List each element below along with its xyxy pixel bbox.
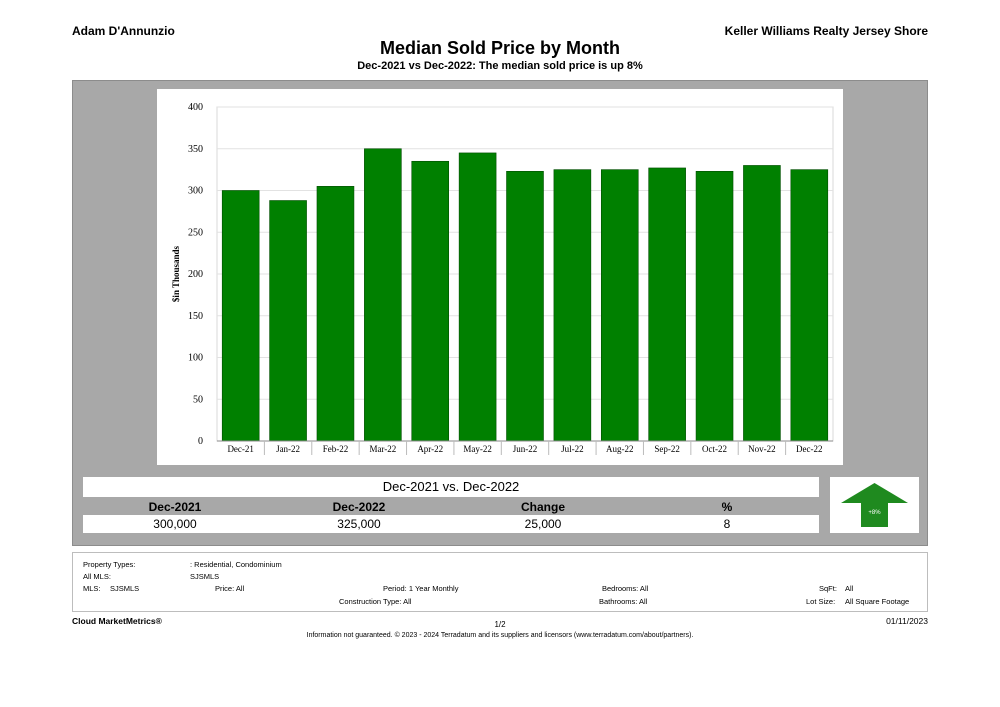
x-tick-label: Oct-22	[702, 444, 727, 454]
report-date: 01/11/2023	[886, 616, 928, 626]
y-axis-label: $in Thousands	[171, 245, 181, 302]
bar-apr-22	[411, 160, 450, 442]
bar-dec-22	[790, 169, 829, 442]
bar-mar-22	[364, 148, 402, 442]
mls-label: MLS:	[83, 584, 101, 593]
col-label-start: Dec-2021	[148, 500, 202, 514]
bedrooms-criteria: Bedrooms: All	[602, 584, 649, 593]
page-number: 1/2	[494, 620, 506, 629]
all-mls-label: All MLS:	[83, 572, 111, 581]
bar-aug-22	[600, 169, 639, 442]
trend-indicator: +8%	[830, 477, 919, 533]
bar-may-22	[458, 152, 497, 442]
lot-size-value: All Square Footage	[845, 597, 910, 606]
y-tick-label: 250	[188, 227, 203, 238]
sqft-value: All	[845, 584, 854, 593]
x-tick-label: Feb-22	[323, 444, 349, 454]
x-tick-label: Apr-22	[417, 444, 443, 454]
up-arrow-icon: +8%	[841, 483, 908, 527]
value-start: 300,000	[153, 517, 197, 531]
y-tick-label: 200	[188, 269, 203, 280]
x-tick-label: Dec-21	[227, 444, 254, 454]
bar-chart-svg: 0 50 100 150 200 250 300 350 400 $in Thousands Dec…	[171, 102, 834, 455]
chart-panel: 0 50 100 150 200 250 300 350 400 $in Thousands Dec…	[72, 80, 928, 546]
search-criteria: Property Types: : Residential, Condomini…	[72, 552, 928, 612]
property-types-label: Property Types:	[83, 560, 136, 569]
bar-nov-22	[743, 165, 781, 442]
col-label-change: Change	[520, 500, 565, 514]
comparison-heading: Dec-2021 vs. Dec-2022	[83, 477, 819, 497]
y-tick-label: 300	[188, 186, 203, 197]
bar-sep-22	[648, 167, 686, 442]
col-label-percent: %	[721, 500, 733, 514]
disclaimer: Information not guaranteed. © 2023 - 202…	[306, 632, 694, 639]
property-types-value: : Residential, Condominium	[190, 560, 282, 569]
x-tick-label: Dec-22	[796, 444, 823, 454]
bar-dec-21	[221, 190, 260, 442]
y-tick-label: 350	[188, 144, 203, 155]
y-tick-label: 150	[188, 311, 203, 322]
x-tick-label: Aug-22	[606, 444, 634, 454]
value-percent: 8	[723, 517, 731, 531]
x-tick-label: Jun-22	[513, 444, 538, 454]
y-tick-label: 400	[188, 102, 203, 113]
brand-name: Cloud MarketMetrics®	[72, 616, 162, 626]
period-criteria: Period: 1 Year Monthly	[383, 584, 459, 593]
x-tick-label: Nov-22	[748, 444, 776, 454]
chart-subtitle: Dec-2021 vs Dec-2022: The median sold pr…	[357, 60, 643, 72]
price-criteria: Price: All	[215, 584, 245, 593]
value-end: 325,000	[337, 517, 381, 531]
sqft-label: SqFt:	[819, 584, 837, 593]
x-tick-label: Mar-22	[369, 444, 396, 454]
x-tick-label: Jul-22	[561, 444, 584, 454]
bar-jul-22	[553, 169, 592, 442]
agent-name: Adam D'Annunzio	[72, 24, 175, 38]
bar-feb-22	[316, 186, 355, 442]
x-tick-label: Jan-22	[276, 444, 300, 454]
bar-jun-22	[506, 170, 544, 442]
bar-oct-22	[695, 170, 734, 442]
trend-badge: +8%	[868, 510, 881, 516]
bar-chart: 0 50 100 150 200 250 300 350 400 $in Thousands Dec…	[157, 89, 843, 465]
y-tick-label: 100	[188, 353, 203, 364]
y-tick-label: 0	[198, 436, 203, 447]
comparison-values: 300,000 325,000 25,000 8	[83, 515, 819, 533]
x-tick-label: Sep-22	[654, 444, 680, 454]
bar-jan-22	[269, 200, 307, 442]
value-change: 25,000	[524, 517, 562, 531]
brokerage-name: Keller Williams Realty Jersey Shore	[724, 24, 928, 38]
col-label-end: Dec-2022	[332, 500, 386, 514]
bathrooms-criteria: Bathrooms: All	[599, 597, 648, 606]
x-tick-label: May-22	[463, 444, 492, 454]
construction-criteria: Construction Type: All	[339, 597, 412, 606]
chart-title: Median Sold Price by Month	[379, 38, 621, 58]
y-tick-label: 50	[193, 394, 203, 405]
mls-value: SJSMLS	[110, 584, 140, 593]
lot-size-label: Lot Size:	[806, 597, 836, 606]
comparison-labels: Dec-2021 Dec-2022 Change %	[83, 499, 819, 515]
all-mls-value: SJSMLS	[190, 572, 220, 581]
